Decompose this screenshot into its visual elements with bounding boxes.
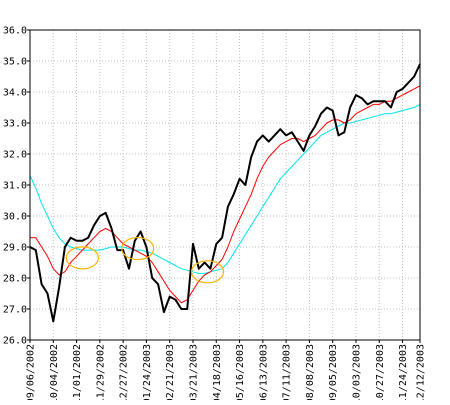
y-axis-ticks: 26.0 27.0 28.0 29.0 30.0 31.0 32.0 33.0 34.0 35.0…	[3, 26, 27, 347]
y-tick-label: 26.0	[3, 336, 27, 347]
highlight-circle	[121, 236, 155, 261]
x-tick-label: 05/16/2003	[235, 344, 246, 400]
y-tick-label: 32.0	[3, 150, 27, 161]
x-tick-label: 07/11/2003	[282, 344, 293, 400]
plot-frame	[27, 29, 421, 343]
x-tick-label: 10/03/2003	[351, 344, 362, 400]
x-tick-label: 11/24/2003	[398, 344, 409, 400]
y-tick-label: 34.0	[3, 88, 27, 99]
x-tick-label: 06/13/2003	[258, 344, 269, 400]
x-tick-label: 01/24/2003	[142, 344, 153, 400]
highlight-circle	[190, 260, 225, 284]
series-lines	[29, 63, 421, 323]
plot-border	[29, 29, 421, 341]
x-tick-label: 03/21/2003	[188, 344, 199, 400]
y-tick-label: 30.0	[3, 212, 27, 223]
x-tick-label: 12/27/2002	[119, 344, 130, 400]
x-tick-label: 11/01/2002	[72, 344, 83, 400]
x-tick-label: 02/21/2003	[165, 344, 176, 400]
x-tick-label: 11/29/2002	[95, 344, 106, 400]
grid-lines	[29, 29, 421, 341]
highlight-circles	[65, 236, 225, 284]
x-tick-label: 10/04/2002	[49, 344, 60, 400]
y-tick-label: 33.0	[3, 119, 27, 130]
highlight-circle	[65, 246, 99, 270]
series-line-price	[29, 63, 421, 323]
y-tick-label: 35.0	[3, 57, 27, 68]
y-tick-label: 29.0	[3, 243, 27, 254]
x-tick-label: 09/05/2003	[328, 344, 339, 400]
y-tick-label: 36.0	[3, 26, 27, 37]
series-line-short-ma	[30, 85, 421, 304]
series-line-long-ma	[29, 103, 421, 274]
y-tick-label: 27.0	[3, 305, 27, 316]
y-tick-label: 28.0	[3, 274, 27, 285]
x-axis-ticks: 09/06/2002 10/04/2002 11/01/2002 11/29/2002…	[26, 344, 427, 404]
x-tick-label: 09/06/2002	[26, 344, 37, 400]
x-tick-label: 10/27/2003	[375, 344, 386, 400]
x-tick-label: 04/18/2003	[212, 344, 223, 400]
x-tick-label: 08/08/2003	[305, 344, 316, 400]
y-tick-label: 31.0	[3, 181, 27, 192]
x-tick-label: 12/12/2003	[416, 344, 427, 400]
